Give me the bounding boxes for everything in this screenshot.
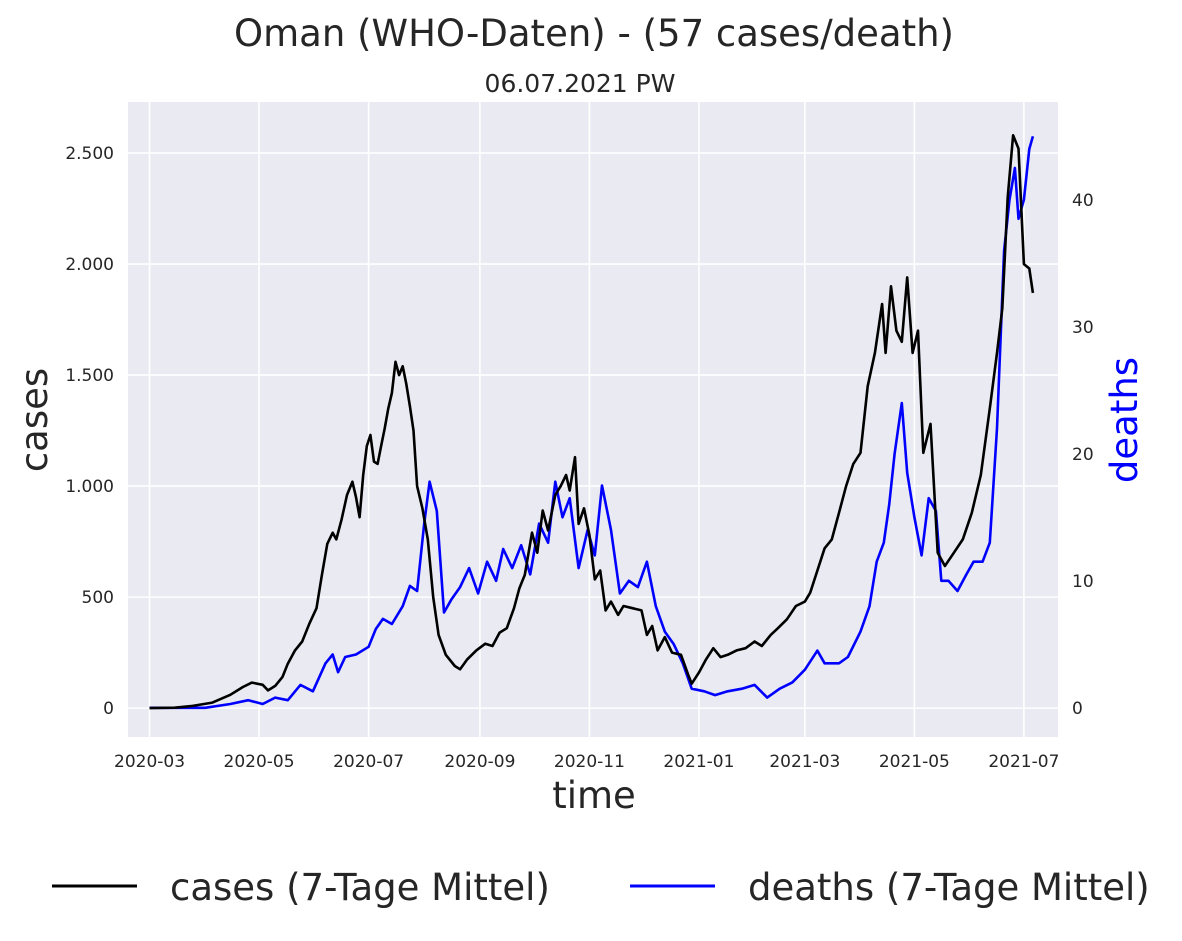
y-left-tick-labels: 0 500 1.000 1.500 2.000 2.500 — [65, 144, 114, 719]
y-axis-label-left: cases — [13, 368, 56, 472]
chart-subtitle: 06.07.2021 PW — [485, 69, 676, 98]
y-left-tick-label: 2.000 — [65, 255, 114, 275]
y-right-tick-labels: 0 10 20 30 40 — [1072, 191, 1094, 719]
series-layer — [149, 134, 1035, 710]
x-tick-label: 2021-03 — [769, 752, 840, 772]
x-tick-label: 2021-05 — [879, 752, 950, 772]
y-right-tick-label: 20 — [1072, 445, 1094, 465]
y-left-tick-label: 500 — [82, 588, 114, 608]
x-tick-label: 2020-09 — [444, 752, 515, 772]
grid-lines — [128, 102, 1058, 737]
legend-label-deaths: deaths (7-Tage Mittel) — [748, 866, 1150, 909]
plot-area — [128, 102, 1058, 737]
x-tick-label: 2020-03 — [114, 752, 185, 772]
y-axis-label-right: deaths — [1103, 357, 1146, 483]
x-axis-label: time — [552, 774, 636, 817]
y-left-tick-label: 1.500 — [65, 366, 114, 386]
x-tick-label: 2020-05 — [224, 752, 295, 772]
x-tick-labels: 2020-03 2020-05 2020-07 2020-09 2020-11 2021-… — [114, 752, 1059, 772]
y-right-tick-label: 0 — [1072, 699, 1083, 719]
y-right-tick-label: 10 — [1072, 572, 1094, 592]
y-right-tick-label: 30 — [1072, 318, 1094, 338]
x-tick-label: 2021-01 — [663, 752, 734, 772]
y-right-tick-label: 40 — [1072, 191, 1094, 211]
cases-line — [149, 134, 1035, 710]
legend: cases (7-Tage Mittel) deaths (7-Tage Mit… — [52, 866, 1150, 909]
chart-title: Oman (WHO-Daten) - (57 cases/death) — [234, 12, 954, 55]
x-tick-label: 2020-11 — [554, 752, 625, 772]
legend-label-cases: cases (7-Tage Mittel) — [170, 866, 550, 909]
deaths-line — [149, 135, 1035, 710]
y-left-tick-label: 1.000 — [65, 477, 114, 497]
x-tick-label: 2020-07 — [333, 752, 404, 772]
y-left-tick-label: 2.500 — [65, 144, 114, 164]
x-tick-label: 2021-07 — [988, 752, 1059, 772]
y-left-tick-label: 0 — [103, 699, 114, 719]
